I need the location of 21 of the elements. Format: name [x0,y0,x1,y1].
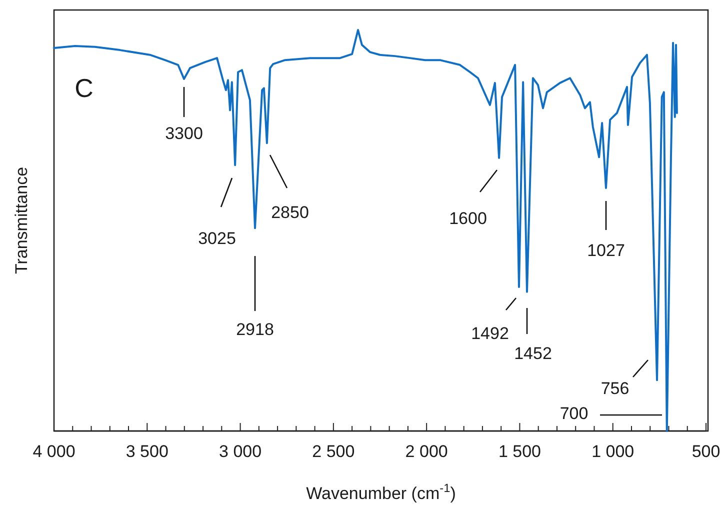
annotation: C [74,73,94,103]
annotation: 2918 [236,320,274,339]
x-tick-label: 1 500 [498,442,541,462]
x-axis-title: Wavenumber (cm$^{-1}$) [306,481,456,503]
x-tick-label: 3 000 [219,442,262,462]
x-tick-label: 1 000 [592,442,634,462]
annotation: 1492 [471,324,509,343]
x-tick-label: 2 000 [405,442,448,462]
annotation: 1452 [514,344,552,363]
annotation: 756 [600,378,630,398]
annotation: 3300 [165,124,203,143]
y-axis-title: Transmittance [12,166,31,274]
x-tick-label: 500 [692,442,720,462]
annotation: 1600 [449,208,487,228]
annotation: 3025 [198,228,236,248]
annotation: 700 [560,404,588,423]
x-tick-label: 4 000 [32,442,76,462]
x-tick-label: 2 500 [312,442,355,462]
annotation: 2850 [271,202,309,222]
annotation: 1027 [587,240,625,260]
x-tick-label: 3 500 [126,442,168,462]
